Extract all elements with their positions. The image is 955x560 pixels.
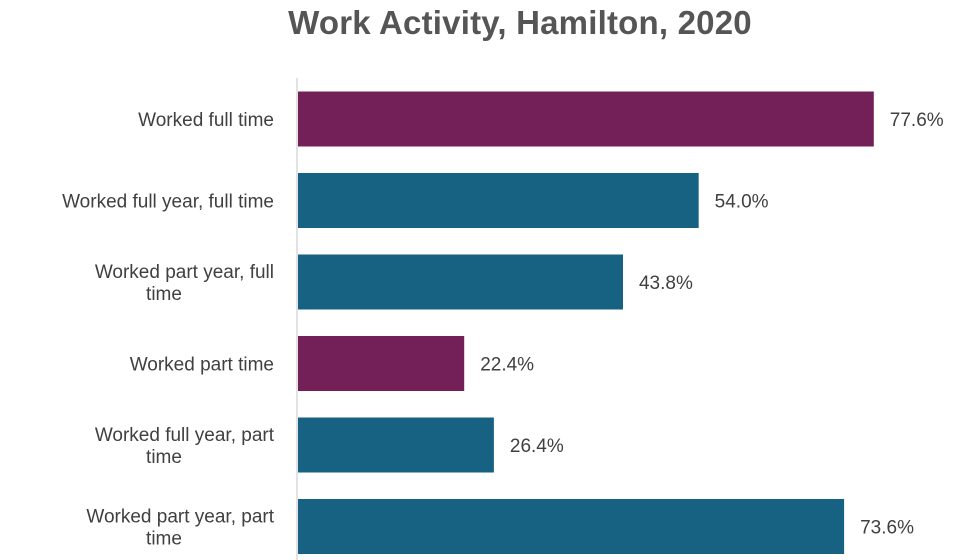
category-label: time	[146, 284, 182, 305]
data-label: 54.0%	[715, 192, 769, 213]
data-label: 77.6%	[890, 110, 944, 131]
category-label: Worked part year, part	[86, 507, 274, 528]
bar	[298, 336, 465, 391]
bar	[298, 173, 699, 228]
category-label: Worked part year, full	[95, 262, 274, 283]
bar	[298, 417, 494, 473]
data-label: 26.4%	[510, 436, 564, 457]
bar	[298, 499, 845, 554]
category-label: Worked full time	[138, 110, 274, 131]
data-label: 43.8%	[639, 273, 693, 294]
category-label: Worked full year, part	[95, 425, 275, 446]
bar	[298, 254, 623, 310]
category-label: Worked full year, full time	[62, 192, 274, 213]
data-label: 22.4%	[480, 355, 534, 376]
category-label: time	[146, 447, 182, 468]
category-label: time	[146, 529, 182, 550]
category-label: Worked part time	[130, 355, 274, 376]
data-label: 73.6%	[860, 518, 914, 539]
bar	[298, 91, 874, 147]
bars-layer: 77.6% Worked full time 54.0% Worked full ye…	[62, 91, 944, 554]
chart-title: Work Activity, Hamilton, 2020	[288, 4, 752, 41]
